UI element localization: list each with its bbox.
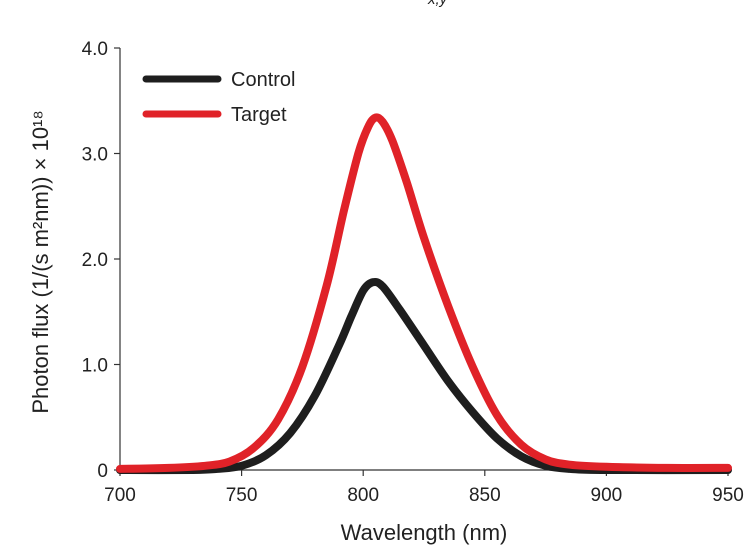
y-tick-label: 1.0 <box>82 356 108 377</box>
x-tick-label: 800 <box>347 485 379 506</box>
x-tick-label: 700 <box>104 485 136 506</box>
y-tick-label: 2.0 <box>82 250 108 271</box>
y-axis-label: Photon flux (1/(s m²nm)) × 10¹⁸ <box>28 110 53 413</box>
x-tick-label: 850 <box>469 485 501 506</box>
series-line-target <box>116 113 732 473</box>
y-tick-label: 0 <box>97 461 108 482</box>
legend-label-target: Target <box>231 104 287 126</box>
y-tick-label: 4.0 <box>82 39 108 60</box>
legend: Control Target <box>142 69 295 126</box>
series-layer <box>116 113 732 475</box>
chart-title-fragment: x,y <box>427 0 449 8</box>
x-tick-label: 950 <box>712 485 744 506</box>
y-tick-label: 3.0 <box>82 145 108 166</box>
y-ticks: 0 1.0 2.0 3.0 4.0 <box>82 39 120 482</box>
x-tick-label: 750 <box>226 485 258 506</box>
legend-label-control: Control <box>231 69 295 91</box>
series-line-control <box>116 277 732 475</box>
x-tick-label: 900 <box>591 485 623 506</box>
x-ticks: 700 750 800 850 900 950 <box>104 470 744 506</box>
x-axis-label: Wavelength (nm) <box>341 520 508 545</box>
